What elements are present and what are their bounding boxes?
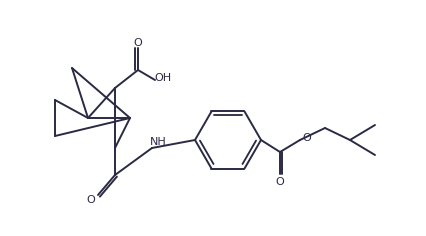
Text: OH: OH bbox=[154, 73, 171, 83]
Text: O: O bbox=[133, 38, 142, 48]
Text: O: O bbox=[275, 177, 284, 187]
Text: NH: NH bbox=[149, 137, 166, 147]
Text: O: O bbox=[302, 133, 311, 143]
Text: O: O bbox=[86, 195, 95, 205]
